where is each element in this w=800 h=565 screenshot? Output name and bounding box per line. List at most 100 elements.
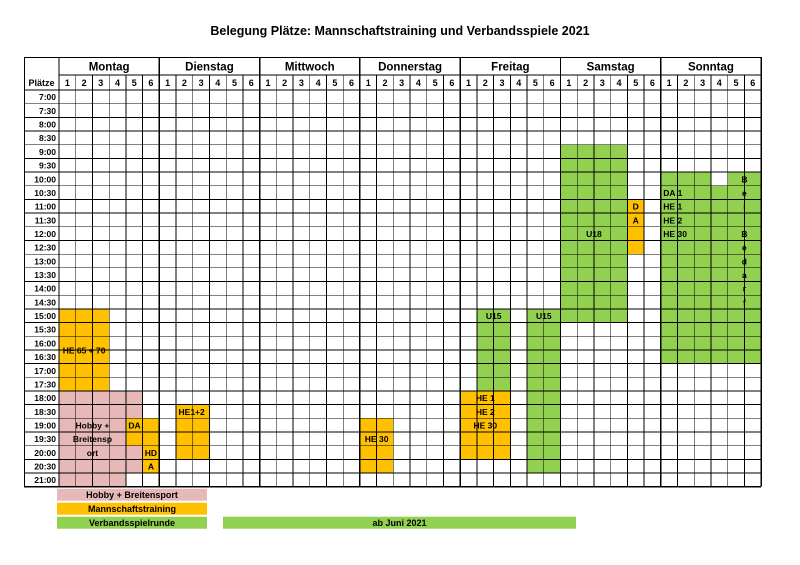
day-header: Montag bbox=[89, 62, 130, 74]
legend-hobby-label: Hobby + Breitensport bbox=[86, 490, 178, 500]
court-number: 4 bbox=[516, 78, 521, 88]
legend-training-label: Mannschaftstraining bbox=[88, 504, 176, 514]
court-number: 2 bbox=[82, 78, 87, 88]
court-number: 5 bbox=[332, 78, 337, 88]
time-label: 7:30 bbox=[39, 106, 56, 116]
block-label: HE 30 bbox=[663, 229, 687, 239]
court-number: 2 bbox=[382, 78, 387, 88]
time-label: 11:30 bbox=[35, 215, 57, 225]
block-label: HE 30 bbox=[365, 434, 389, 444]
day-header: Dienstag bbox=[185, 62, 234, 74]
day-header: Mittwoch bbox=[285, 62, 335, 74]
court-number: 1 bbox=[65, 78, 70, 88]
time-label: 15:00 bbox=[34, 311, 56, 321]
block-label: Breitensp bbox=[73, 434, 112, 444]
court-number: 2 bbox=[583, 78, 588, 88]
block-label: r bbox=[743, 284, 747, 294]
block-label: e bbox=[742, 188, 747, 198]
block-label: DA bbox=[128, 421, 140, 431]
plaetze-label: Plätze bbox=[28, 78, 54, 88]
time-label: 19:00 bbox=[34, 421, 56, 431]
legend-hobby-swatch bbox=[57, 488, 207, 501]
block-label: HE 1 bbox=[663, 202, 682, 212]
so-da-block-top bbox=[660, 172, 711, 186]
court-number: 6 bbox=[349, 78, 354, 88]
block-label: HE 2 bbox=[476, 407, 495, 417]
court-number: 4 bbox=[416, 78, 421, 88]
time-label: 7:00 bbox=[39, 92, 56, 102]
time-label: 9:30 bbox=[39, 161, 56, 171]
time-label: 18:00 bbox=[34, 393, 56, 403]
court-number: 6 bbox=[650, 78, 655, 88]
court-number: 5 bbox=[232, 78, 237, 88]
day-header: Freitag bbox=[491, 62, 529, 74]
block-label: HE 65 + 70 bbox=[63, 345, 106, 355]
time-label: 12:30 bbox=[34, 243, 56, 253]
legend-training-swatch bbox=[57, 502, 207, 515]
court-number: 3 bbox=[199, 78, 204, 88]
time-label: 8:30 bbox=[39, 133, 56, 143]
time-label: 13:00 bbox=[34, 256, 56, 266]
court-number: 1 bbox=[466, 78, 471, 88]
legend-spiel-label: Verbandsspielrunde bbox=[89, 518, 175, 528]
time-label: 19:30 bbox=[34, 434, 56, 444]
day-header: Samstag bbox=[587, 62, 635, 74]
court-number: 5 bbox=[433, 78, 438, 88]
court-number: 4 bbox=[316, 78, 321, 88]
block-label: U18 bbox=[586, 229, 602, 239]
ab-juni-label: ab Juni 2021 bbox=[372, 518, 426, 528]
court-number: 1 bbox=[265, 78, 270, 88]
court-number: 3 bbox=[399, 78, 404, 88]
block-label: d bbox=[742, 256, 747, 266]
block-label: e bbox=[742, 243, 747, 253]
court-number: 4 bbox=[617, 78, 622, 88]
block-label: D bbox=[633, 202, 639, 212]
court-number: 1 bbox=[667, 78, 672, 88]
block-label: U15 bbox=[486, 311, 502, 321]
time-label: 17:00 bbox=[34, 366, 56, 376]
court-number: 6 bbox=[449, 78, 454, 88]
court-number: 1 bbox=[165, 78, 170, 88]
block-label: Hobby + bbox=[76, 421, 110, 431]
ab-juni-bar bbox=[223, 516, 576, 529]
time-label: 17:30 bbox=[34, 379, 56, 389]
time-label: 13:30 bbox=[34, 270, 56, 280]
time-label: 20:00 bbox=[34, 448, 56, 458]
block-label: ort bbox=[87, 448, 99, 458]
court-number: 5 bbox=[633, 78, 638, 88]
court-number: 6 bbox=[550, 78, 555, 88]
block-label: i bbox=[743, 202, 745, 212]
time-label: 16:30 bbox=[34, 352, 56, 362]
time-label: 18:30 bbox=[34, 407, 56, 417]
court-number: 1 bbox=[366, 78, 371, 88]
block-label: DA 1 bbox=[663, 188, 682, 198]
court-number: 3 bbox=[600, 78, 605, 88]
page-title: Belegung Plätze: Mannschaftstraining und… bbox=[210, 24, 590, 38]
block-label: B bbox=[741, 174, 747, 184]
block-label: U15 bbox=[536, 311, 552, 321]
court-number: 5 bbox=[533, 78, 538, 88]
time-label: 15:30 bbox=[34, 325, 56, 335]
court-number: 2 bbox=[683, 78, 688, 88]
block-label: HE 2 bbox=[663, 215, 682, 225]
time-label: 16:00 bbox=[34, 338, 56, 348]
court-number: 3 bbox=[299, 78, 304, 88]
court-number: 6 bbox=[148, 78, 153, 88]
block-label: A bbox=[633, 215, 639, 225]
court-number: 6 bbox=[750, 78, 755, 88]
court-number: 1 bbox=[566, 78, 571, 88]
time-label: 20:30 bbox=[34, 462, 56, 472]
time-label: 14:30 bbox=[34, 297, 56, 307]
day-header: Sonntag bbox=[688, 62, 734, 74]
block-fills bbox=[57, 144, 762, 529]
block-label: HD bbox=[145, 448, 157, 458]
block-label: A bbox=[148, 462, 154, 472]
time-label: 10:00 bbox=[34, 174, 56, 184]
fr-he-block bbox=[460, 390, 511, 460]
court-number: 2 bbox=[483, 78, 488, 88]
court-number: 4 bbox=[115, 78, 120, 88]
court-number: 3 bbox=[700, 78, 705, 88]
court-number: 3 bbox=[499, 78, 504, 88]
time-label: 11:00 bbox=[35, 202, 57, 212]
court-number: 4 bbox=[717, 78, 722, 88]
